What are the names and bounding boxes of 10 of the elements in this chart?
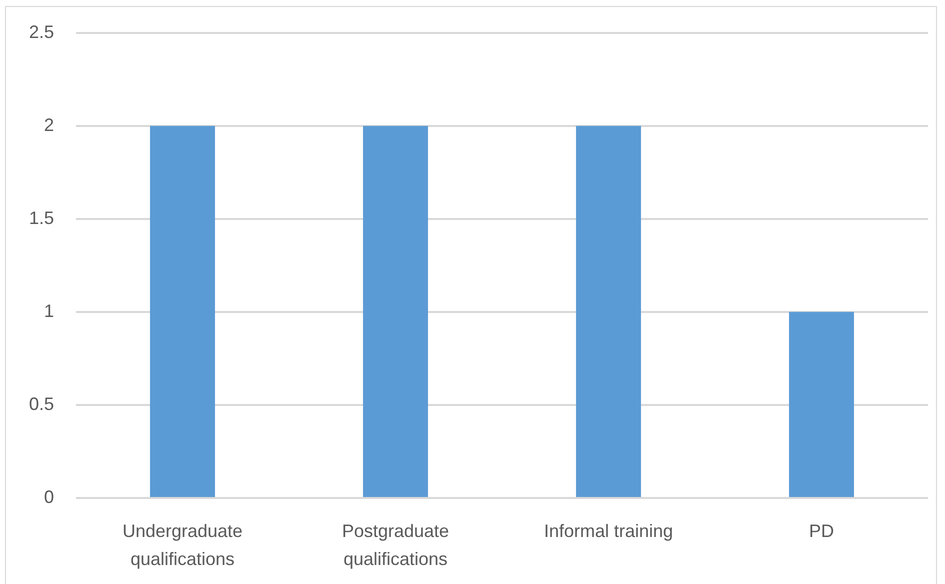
y-tick-label: 1.5: [28, 208, 54, 228]
y-tick-label: 1: [44, 300, 54, 321]
x-tick-label: Undergraduate qualifications: [122, 520, 243, 569]
y-tick-label: 0: [44, 486, 54, 507]
y-tick-label: 0.5: [28, 394, 54, 414]
x-tick-label: PD: [808, 520, 834, 541]
y-tick-label: 2: [44, 114, 54, 135]
x-tick-label: Postgraduate qualifications: [342, 520, 450, 569]
x-tick-label: Informal training: [544, 520, 674, 541]
y-tick-label: 2.5: [28, 22, 54, 42]
